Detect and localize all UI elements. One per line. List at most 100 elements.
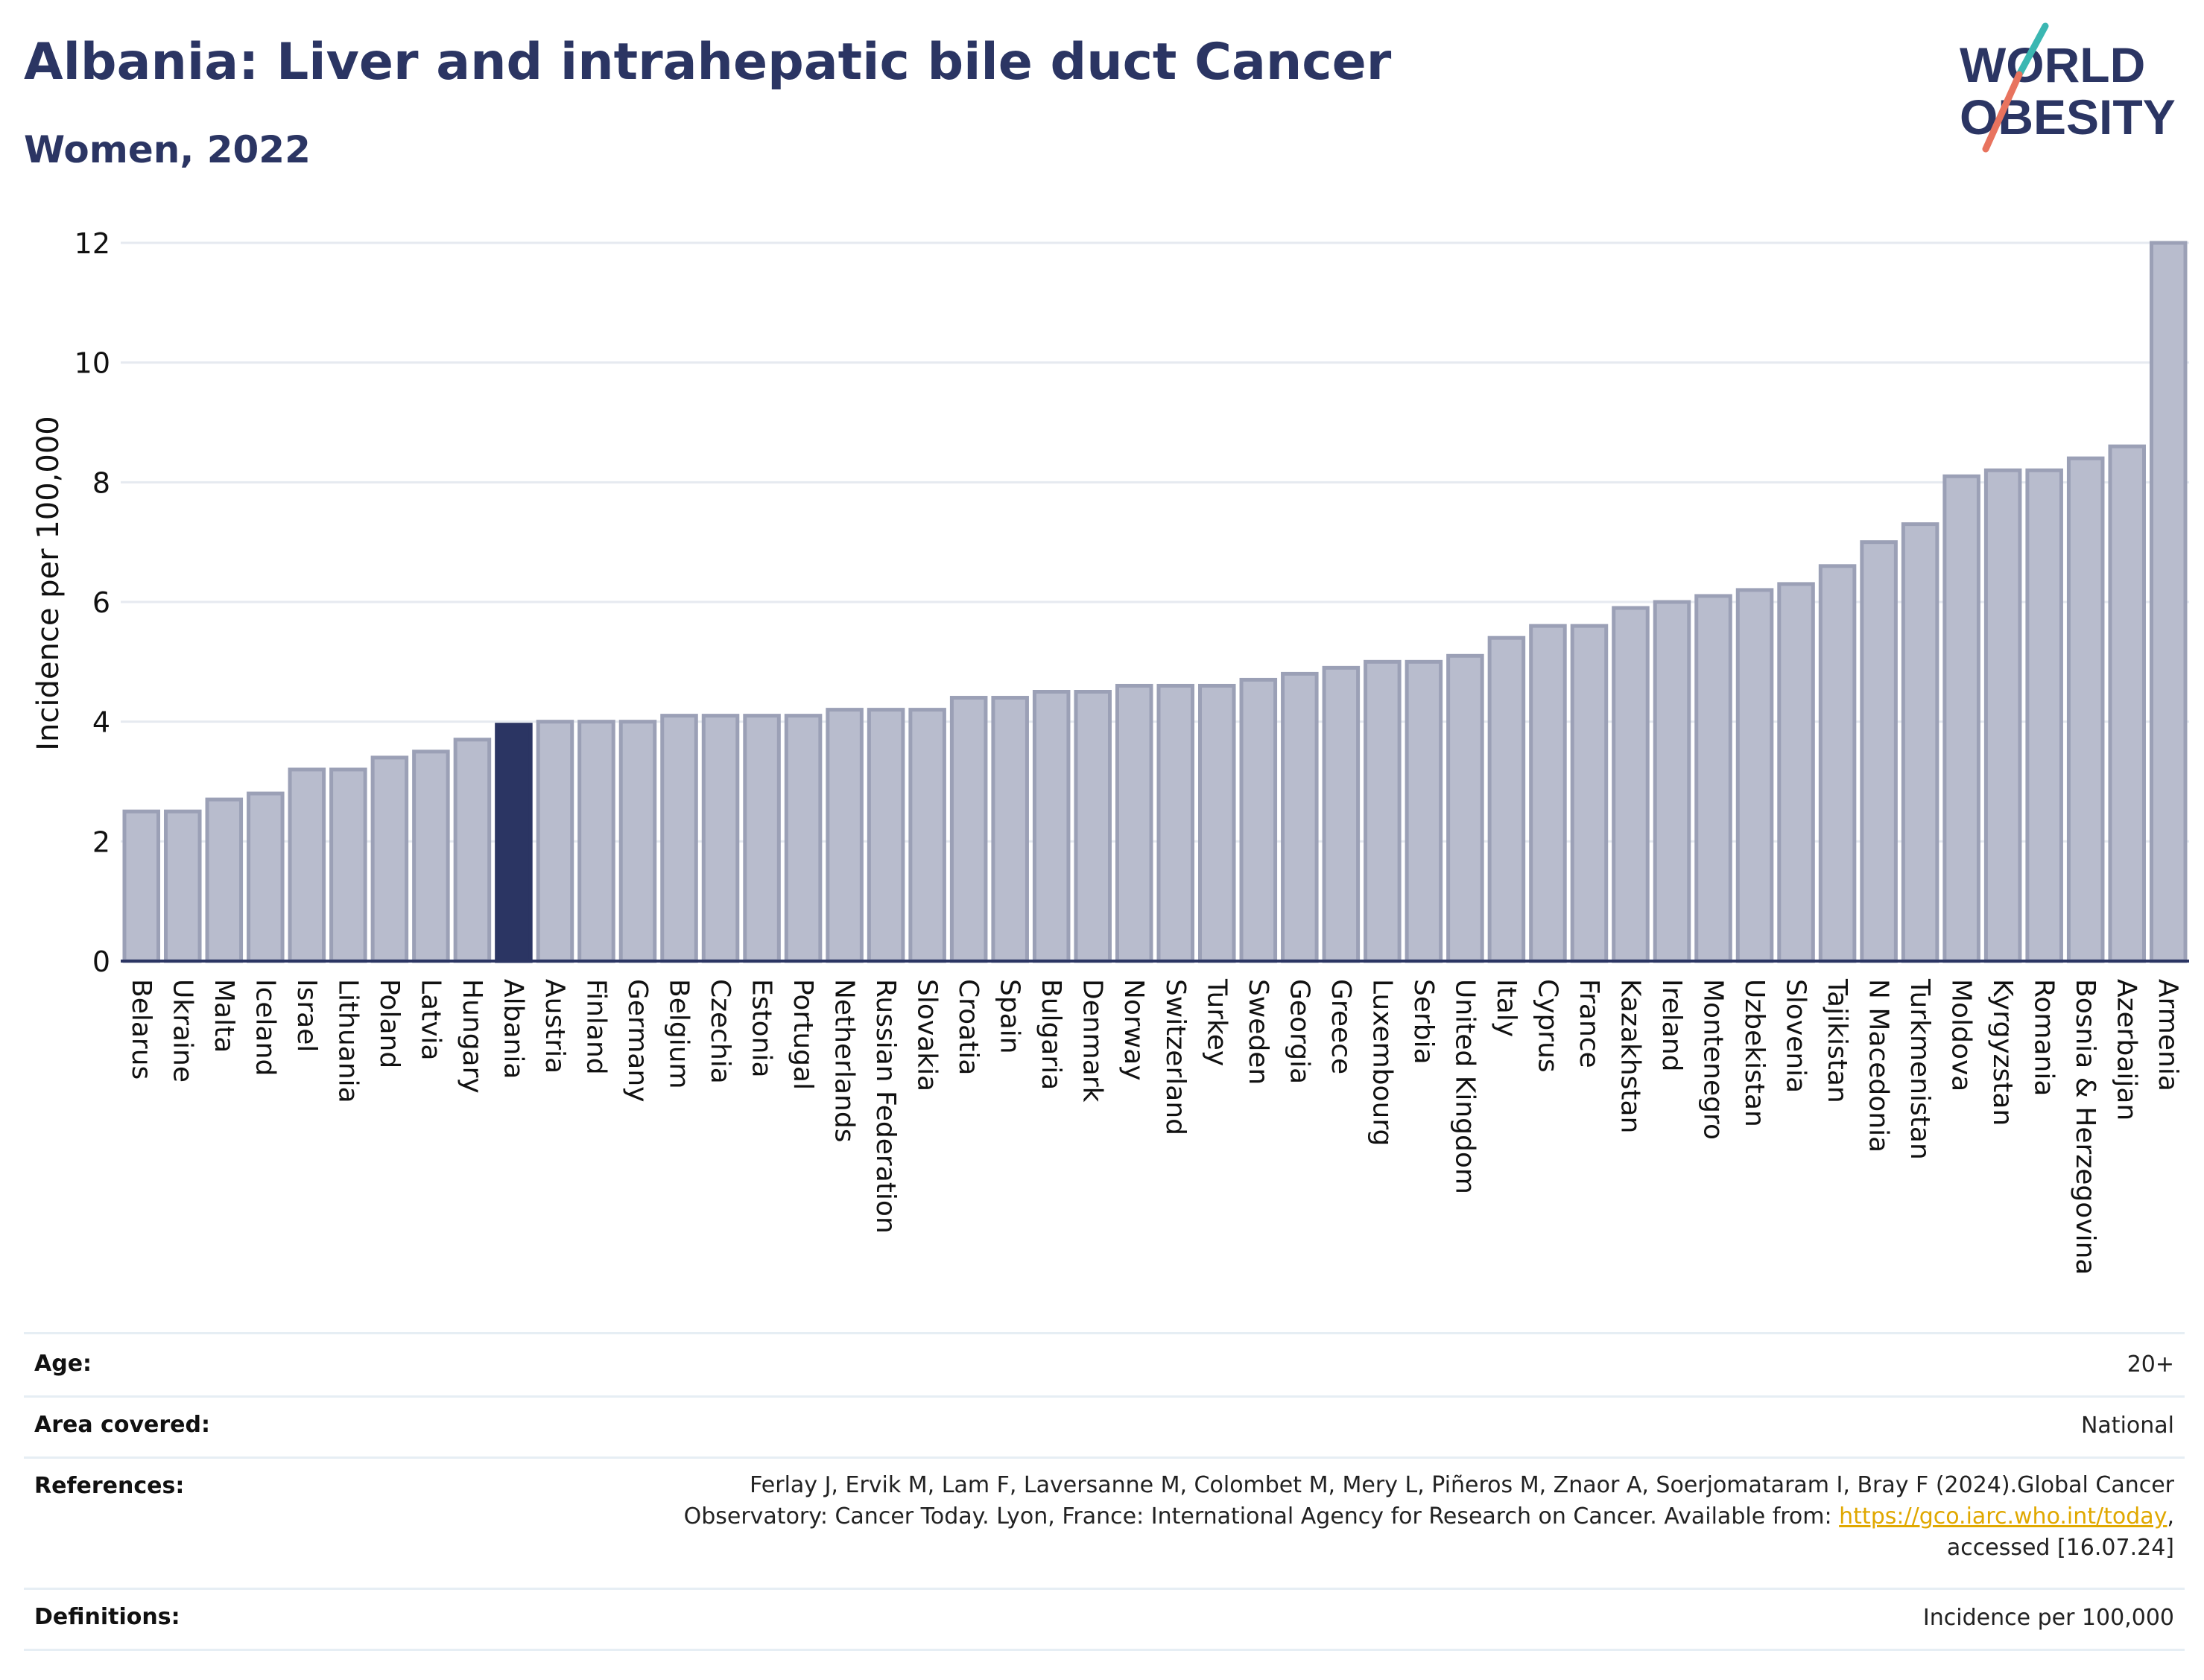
references-label: References:: [34, 1473, 185, 1499]
bar-luxembourg[interactable]: [1364, 659, 1402, 963]
bar-montenegro[interactable]: [1694, 594, 1732, 963]
bar-ukraine[interactable]: [164, 809, 202, 963]
x-tick-label: Croatia: [953, 979, 984, 1075]
bar-albania[interactable]: [495, 723, 533, 963]
x-tick-label: Israel: [291, 979, 322, 1052]
world-obesity-logo: WORLD OBESITY: [1960, 22, 2176, 153]
bar-russian-federation[interactable]: [867, 708, 905, 963]
bar-serbia[interactable]: [1405, 659, 1443, 963]
references-link[interactable]: https://gco.iarc.who.int/today: [1839, 1503, 2167, 1530]
references-value: Ferlay J, Ervik M, Lam F, Laversanne M, …: [684, 1470, 2174, 1564]
bar-armenia[interactable]: [2149, 241, 2188, 963]
bar-finland[interactable]: [577, 720, 615, 963]
bar-austria[interactable]: [536, 720, 574, 963]
bar-germany[interactable]: [618, 720, 657, 963]
x-tick-label: Bosnia & Herzegovina: [2070, 979, 2100, 1275]
x-tick-label: Georgia: [1284, 979, 1314, 1084]
y-tick-label: 12: [75, 227, 110, 260]
x-tick-label: Denmark: [1077, 979, 1108, 1103]
bar-norway[interactable]: [1115, 683, 1153, 963]
bar-hungary[interactable]: [453, 738, 492, 963]
references-line2: Observatory: Cancer Today. Lyon, France:…: [684, 1501, 2174, 1532]
x-tick-label: Sweden: [1243, 979, 1273, 1085]
y-tick-label: 4: [92, 706, 110, 739]
bar-belarus[interactable]: [122, 809, 161, 963]
bar-ireland[interactable]: [1653, 600, 1691, 963]
details-table: Age: 20+ Area covered: National Referenc…: [24, 1332, 2185, 1651]
x-tick-label: Lithuania: [332, 979, 363, 1103]
logo-line1: WORLD: [1960, 37, 2145, 92]
bar-italy[interactable]: [1487, 635, 1526, 963]
references-line2-suffix: ,: [2167, 1503, 2174, 1530]
bar-turkey[interactable]: [1198, 683, 1236, 963]
bar-kyrgyzstan[interactable]: [1983, 468, 2022, 963]
chart-title: Albania: Liver and intrahepatic bile duc…: [24, 33, 1392, 92]
bar-estonia[interactable]: [743, 714, 781, 963]
area-label: Area covered:: [34, 1412, 210, 1438]
references-line2-prefix: Observatory: Cancer Today. Lyon, France:…: [683, 1503, 1840, 1530]
bar-united-kingdom[interactable]: [1446, 653, 1484, 963]
bar-israel[interactable]: [288, 767, 326, 963]
bar-spain[interactable]: [991, 696, 1029, 963]
bar-georgia[interactable]: [1281, 671, 1319, 963]
bar-turkmenistan[interactable]: [1901, 522, 1939, 963]
x-tick-label: Ireland: [1656, 979, 1687, 1072]
y-tick-label: 0: [92, 945, 110, 978]
bar-netherlands[interactable]: [826, 708, 864, 963]
bar-france[interactable]: [1570, 624, 1609, 963]
category-labels: Belarus Ukraine Malta Iceland Israel Lithuani…: [126, 978, 2183, 1275]
y-tick-label: 8: [92, 466, 110, 499]
x-tick-label: Russian Federation: [870, 979, 901, 1234]
bar-denmark[interactable]: [1074, 690, 1112, 963]
x-tick-label: Spain: [995, 979, 1025, 1054]
bar-n-macedonia[interactable]: [1860, 540, 1898, 963]
bar-greece[interactable]: [1322, 665, 1361, 963]
bar-croatia[interactable]: [949, 696, 988, 963]
bar-iceland[interactable]: [247, 791, 285, 963]
bar-chart: 0 2 4 6 8 10 12 Belarus Ukraine Malta Iceland Isra…: [31, 227, 2189, 1275]
x-tick-label: Luxembourg: [1367, 979, 1397, 1146]
bar-sweden[interactable]: [1239, 677, 1278, 963]
x-tick-label: Bulgaria: [1036, 979, 1066, 1090]
bar-romania[interactable]: [2025, 468, 2063, 963]
bar-cyprus[interactable]: [1529, 624, 1567, 963]
bar-slovakia[interactable]: [908, 708, 946, 963]
x-tick-label: France: [1574, 979, 1604, 1068]
age-row: Age: 20+: [24, 1334, 2185, 1398]
bar-poland[interactable]: [370, 755, 409, 963]
bar-azerbaijan[interactable]: [2108, 444, 2146, 963]
x-tick-label: Belgium: [664, 979, 694, 1089]
bar-bulgaria[interactable]: [1032, 690, 1071, 963]
bar-tajikistan[interactable]: [1818, 564, 1857, 963]
x-tick-label: United Kingdom: [1449, 979, 1480, 1194]
bar-czechia[interactable]: [701, 714, 740, 963]
chart-subtitle: Women, 2022: [24, 128, 311, 171]
bar-portugal[interactable]: [784, 714, 823, 963]
bar-latvia[interactable]: [412, 749, 450, 963]
bar-uzbekistan[interactable]: [1735, 588, 1774, 963]
references-line1: Ferlay J, Ervik M, Lam F, Laversanne M, …: [750, 1472, 2174, 1498]
bar-kazakhstan[interactable]: [1612, 606, 1650, 963]
x-tick-label: Turkey: [1201, 978, 1232, 1066]
x-tick-label: Romania: [2029, 979, 2059, 1096]
x-tick-label: Montenegro: [1698, 979, 1729, 1140]
x-tick-label: Albania: [498, 979, 528, 1079]
bar-belgium[interactable]: [660, 714, 698, 963]
x-tick-label: Tajikistan: [1822, 978, 1852, 1103]
bar-bosnia-herzegovina[interactable]: [2066, 456, 2105, 963]
bar-lithuania[interactable]: [329, 767, 367, 963]
x-tick-label: Kazakhstan: [1615, 979, 1645, 1133]
age-label: Age:: [34, 1351, 92, 1377]
references-row: References: Ferlay J, Ervik M, Lam F, La…: [24, 1456, 2185, 1590]
bar-slovenia[interactable]: [1777, 582, 1815, 963]
bar-switzerland[interactable]: [1156, 683, 1195, 963]
bar-malta[interactable]: [205, 797, 244, 963]
logo-line2: OBESITY: [1960, 89, 2176, 145]
x-tick-label: Czechia: [705, 979, 735, 1084]
y-tick-label: 10: [75, 347, 110, 380]
x-tick-label: Italy: [1491, 979, 1521, 1037]
bar-moldova[interactable]: [1942, 474, 1980, 963]
x-tick-label: Estonia: [747, 979, 777, 1078]
references-line3: accessed [16.07.24]: [1946, 1535, 2174, 1561]
x-tick-label: Uzbekistan: [1739, 979, 1770, 1127]
